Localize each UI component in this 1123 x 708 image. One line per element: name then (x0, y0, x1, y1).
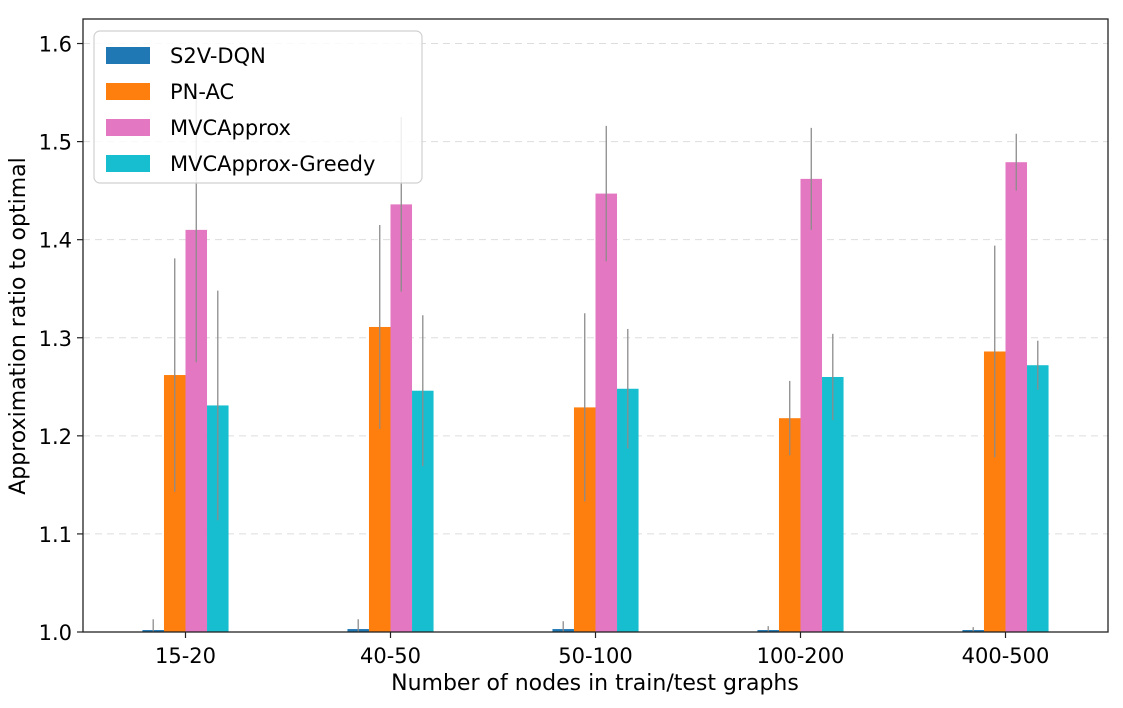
legend-swatch (106, 119, 150, 136)
bar-mvcapprox (1005, 162, 1028, 633)
x-tick-label: 40-50 (360, 644, 421, 668)
bar-mvcapprox (390, 204, 413, 632)
legend-label: S2V-DQN (170, 44, 266, 68)
bar-mvcapprox-greedy (617, 388, 639, 632)
legend-swatch (106, 83, 150, 100)
y-tick-label: 1.3 (39, 327, 72, 351)
bar-pn-ac (573, 407, 596, 632)
legend-swatch (106, 155, 150, 172)
legend-swatch (106, 47, 150, 64)
y-tick-label: 1.0 (39, 621, 72, 645)
bar-mvcapprox (800, 178, 823, 632)
y-tick-label: 1.5 (39, 131, 72, 155)
y-tick-label: 1.6 (39, 33, 72, 57)
x-tick-label: 100-200 (757, 644, 845, 668)
x-tick-label: 50-100 (558, 644, 632, 668)
bars (142, 162, 1049, 633)
bar-mvcapprox (595, 193, 618, 632)
bar-pn-ac (368, 326, 391, 632)
legend-label: MVCApprox-Greedy (170, 152, 375, 176)
y-axis: 1.0 1.1 1.2 1.3 1.4 1.5 1.6 (39, 33, 83, 645)
legend-box (93, 30, 423, 184)
bar-mvcapprox-greedy (822, 376, 844, 632)
legend: S2V-DQN PN-AC MVCApprox MVCApprox-Greedy (93, 30, 423, 184)
y-tick-label: 1.4 (39, 229, 72, 253)
bar-pn-ac (983, 351, 1006, 632)
legend-label: PN-AC (170, 80, 234, 104)
x-axis: 15-20 40-50 50-100 100-200 400-500 (155, 632, 1049, 668)
x-tick-label: 400-500 (962, 644, 1050, 668)
legend-label: MVCApprox (170, 116, 291, 140)
x-tick-label: 15-20 (155, 644, 216, 668)
error-bars (152, 97, 1039, 632)
bar-pn-ac (778, 418, 801, 632)
y-tick-label: 1.2 (39, 425, 72, 449)
bar-mvcapprox-greedy (412, 390, 434, 632)
y-tick-label: 1.1 (39, 523, 72, 547)
y-axis-label: Approximation ratio to optimal (6, 157, 31, 495)
x-axis-label: Number of nodes in train/test graphs (391, 671, 799, 696)
bar-pn-ac (163, 375, 186, 632)
bar-mvcapprox-greedy (1027, 365, 1049, 632)
bar-mvcapprox (185, 229, 208, 632)
